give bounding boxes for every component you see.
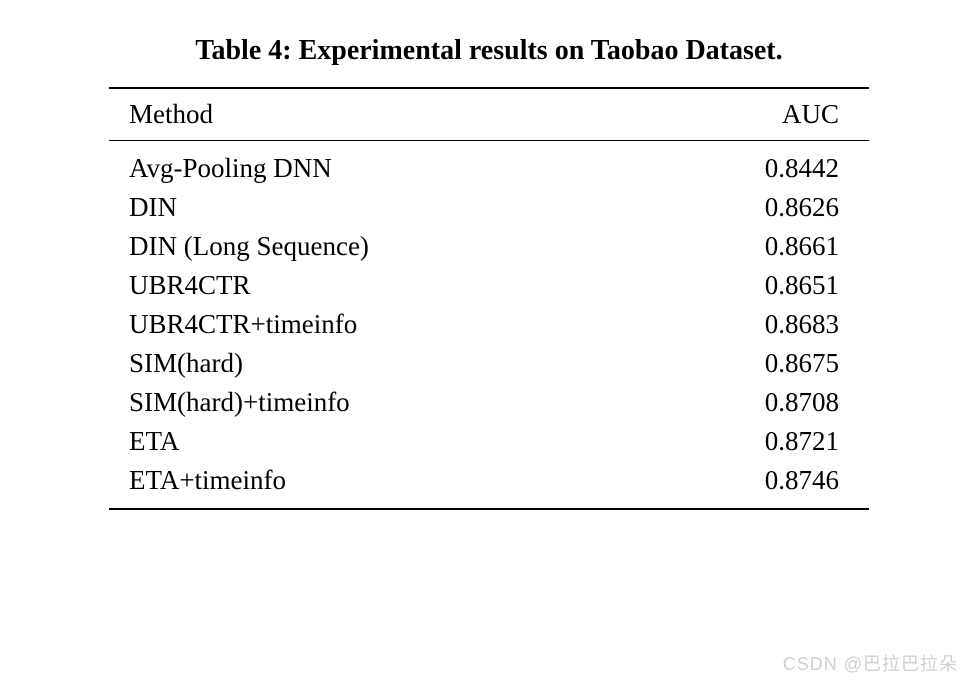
cell-method: DIN (Long Sequence) — [109, 227, 635, 266]
cell-method: Avg-Pooling DNN — [109, 141, 635, 189]
cell-auc: 0.8683 — [635, 305, 869, 344]
table-row: UBR4CTR 0.8651 — [109, 266, 869, 305]
cell-method: UBR4CTR+timeinfo — [109, 305, 635, 344]
cell-method: DIN — [109, 188, 635, 227]
table-body: Avg-Pooling DNN 0.8442 DIN 0.8626 DIN (L… — [109, 141, 869, 510]
cell-auc: 0.8746 — [635, 461, 869, 509]
table-row: SIM(hard)+timeinfo 0.8708 — [109, 383, 869, 422]
column-header-auc: AUC — [635, 88, 869, 141]
watermark-text: CSDN @巴拉巴拉朵 — [783, 650, 958, 676]
cell-auc: 0.8626 — [635, 188, 869, 227]
cell-method: SIM(hard)+timeinfo — [109, 383, 635, 422]
table-row: ETA 0.8721 — [109, 422, 869, 461]
table-row: DIN (Long Sequence) 0.8661 — [109, 227, 869, 266]
table-row: DIN 0.8626 — [109, 188, 869, 227]
cell-method: ETA — [109, 422, 635, 461]
table-caption: Table 4: Experimental results on Taobao … — [60, 35, 918, 67]
table-row: SIM(hard) 0.8675 — [109, 344, 869, 383]
cell-auc: 0.8708 — [635, 383, 869, 422]
table-header-row: Method AUC — [109, 88, 869, 141]
cell-auc: 0.8661 — [635, 227, 869, 266]
cell-auc: 0.8651 — [635, 266, 869, 305]
cell-auc: 0.8675 — [635, 344, 869, 383]
cell-method: UBR4CTR — [109, 266, 635, 305]
table-row: ETA+timeinfo 0.8746 — [109, 461, 869, 509]
results-table-container: Method AUC Avg-Pooling DNN 0.8442 DIN 0.… — [109, 87, 869, 510]
column-header-method: Method — [109, 88, 635, 141]
cell-method: ETA+timeinfo — [109, 461, 635, 509]
results-table: Method AUC Avg-Pooling DNN 0.8442 DIN 0.… — [109, 87, 869, 510]
table-row: Avg-Pooling DNN 0.8442 — [109, 141, 869, 189]
table-row: UBR4CTR+timeinfo 0.8683 — [109, 305, 869, 344]
cell-auc: 0.8442 — [635, 141, 869, 189]
cell-method: SIM(hard) — [109, 344, 635, 383]
cell-auc: 0.8721 — [635, 422, 869, 461]
